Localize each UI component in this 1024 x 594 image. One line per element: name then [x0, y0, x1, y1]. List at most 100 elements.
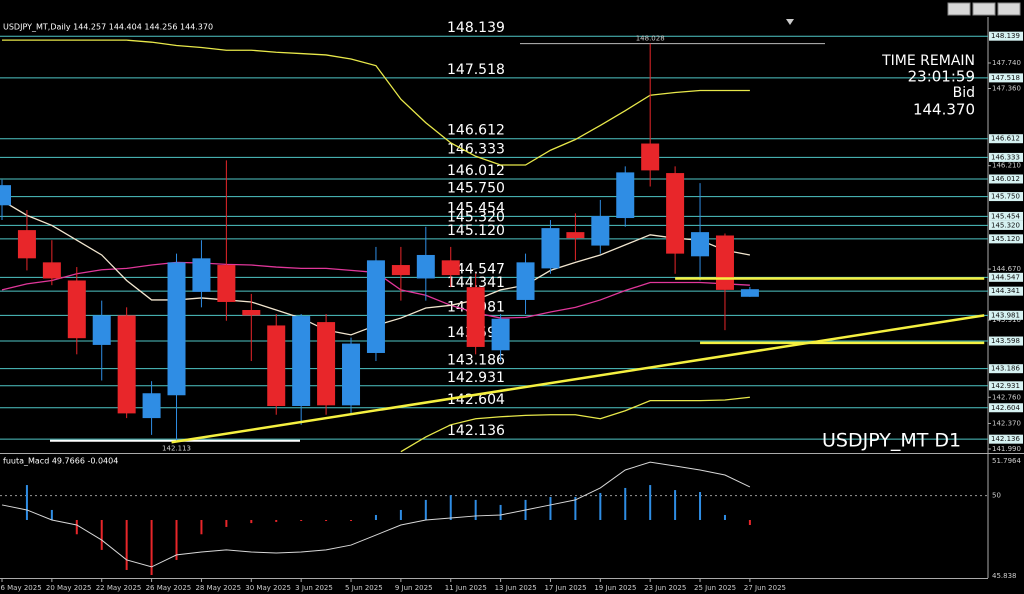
histogram-bar [599, 492, 602, 520]
candle-body [167, 262, 186, 396]
level-label: 146.012 [447, 163, 505, 179]
histogram-bar [200, 519, 203, 535]
bid-label: Bid [953, 85, 975, 101]
level-axis-label: 142.604 [991, 404, 1020, 412]
histogram-bar [549, 497, 552, 520]
x-tick-label: 5 Jun 2025 [345, 584, 383, 592]
histogram-bar [225, 519, 228, 527]
y-tick-label: 147.360 [992, 84, 1021, 92]
level-axis-label: 145.120 [991, 235, 1020, 243]
level-axis-label: 145.320 [991, 221, 1020, 229]
candle-body [0, 185, 11, 206]
level-axis-label: 143.186 [991, 365, 1020, 373]
y-tick-label: 51.7964 [992, 457, 1021, 465]
histogram-bar [723, 514, 726, 520]
histogram-bar [449, 495, 452, 520]
candle-body [67, 280, 86, 339]
x-tick-label: 19 Jun 2025 [594, 584, 636, 592]
indicator-line [400, 396, 750, 453]
histogram-bar [499, 504, 502, 520]
level-axis-label: 143.598 [991, 337, 1020, 345]
histogram-bar [250, 519, 253, 524]
histogram-bar [474, 499, 477, 520]
level-axis-label: 147.518 [991, 74, 1020, 82]
level-axis-box [989, 364, 1023, 374]
histogram-bar [100, 519, 103, 550]
y-tick-label: 144.670 [992, 265, 1021, 273]
candle-body [92, 315, 111, 345]
level-axis-label: 142.931 [991, 382, 1020, 390]
y-tick-label: 45.838 [992, 572, 1017, 580]
level-axis-label: 146.612 [991, 135, 1020, 143]
y-tick-label: 50 [992, 492, 1001, 500]
candle-body [740, 289, 759, 297]
level-axis-box [989, 310, 1023, 320]
level-label: 147.518 [447, 62, 505, 78]
level-axis-box [989, 272, 1023, 282]
level-label: 146.333 [447, 141, 505, 157]
x-tick-label: 23 Jun 2025 [644, 584, 686, 592]
x-tick-label: 13 Jun 2025 [495, 584, 537, 592]
candle-body [541, 228, 560, 269]
y-tick-label: 141.990 [992, 445, 1021, 453]
level-axis-box [989, 152, 1023, 162]
x-tick-label: 3 Jun 2025 [295, 584, 333, 592]
histogram-bar [748, 519, 751, 526]
level-label: 145.750 [447, 181, 505, 197]
macd-line [1, 461, 751, 568]
histogram-bar [75, 519, 78, 535]
histogram-bar [424, 499, 427, 520]
level-axis-box [989, 73, 1023, 83]
y-tick-label: 147.740 [992, 59, 1021, 67]
time-remain-value: 23:01:59 [908, 68, 975, 86]
close-button[interactable] [997, 2, 1021, 16]
histogram-bar [125, 519, 128, 570]
histogram-bar [325, 519, 328, 521]
level-axis-box [989, 134, 1023, 144]
x-tick-label: 9 Jun 2025 [395, 584, 433, 592]
candle-body [416, 254, 435, 279]
histogram-bar [374, 514, 377, 520]
minimize-button[interactable] [947, 2, 971, 16]
candle-body [691, 232, 710, 257]
level-axis-label: 144.341 [991, 287, 1020, 295]
level-label: 143.186 [447, 353, 505, 369]
candle-body [267, 325, 286, 407]
level-axis-label: 142.136 [991, 435, 1020, 443]
x-tick-label: 27 Jun 2025 [744, 584, 786, 592]
x-tick-label: 26 May 2025 [146, 584, 192, 592]
y-tick-label: 142.370 [992, 419, 1021, 427]
level-axis-box [989, 174, 1023, 184]
candle-body [17, 230, 36, 259]
candle-body [466, 287, 485, 347]
title-bar [0, 0, 1024, 17]
high-marker-label: 148.028 [636, 35, 665, 43]
candle-body [666, 173, 685, 254]
x-tick-label: 25 Jun 2025 [694, 584, 736, 592]
candle-body [491, 318, 510, 351]
candle-body [342, 343, 361, 406]
level-label: 145.454 [447, 200, 505, 216]
level-axis-label: 148.139 [991, 32, 1020, 40]
x-tick-label: 11 Jun 2025 [445, 584, 487, 592]
level-label: 144.547 [447, 261, 505, 277]
level-axis-label: 146.012 [991, 175, 1020, 183]
level-axis-box [989, 211, 1023, 221]
bid-value: 144.370 [913, 101, 975, 119]
candle-body [317, 322, 336, 406]
candle-body [616, 172, 635, 219]
level-label: 146.612 [447, 123, 505, 139]
histogram-bar [399, 509, 402, 520]
candle-body [366, 260, 385, 353]
maximize-button[interactable] [972, 2, 996, 16]
level-label: 148.139 [447, 20, 505, 36]
histogram-bar [699, 492, 702, 520]
indicator-line [2, 39, 750, 166]
candle-body [641, 143, 660, 171]
histogram-bar [275, 519, 278, 522]
y-tick-label: 146.210 [992, 162, 1021, 170]
level-label: 145.320 [447, 209, 505, 225]
candle-body [516, 262, 535, 300]
